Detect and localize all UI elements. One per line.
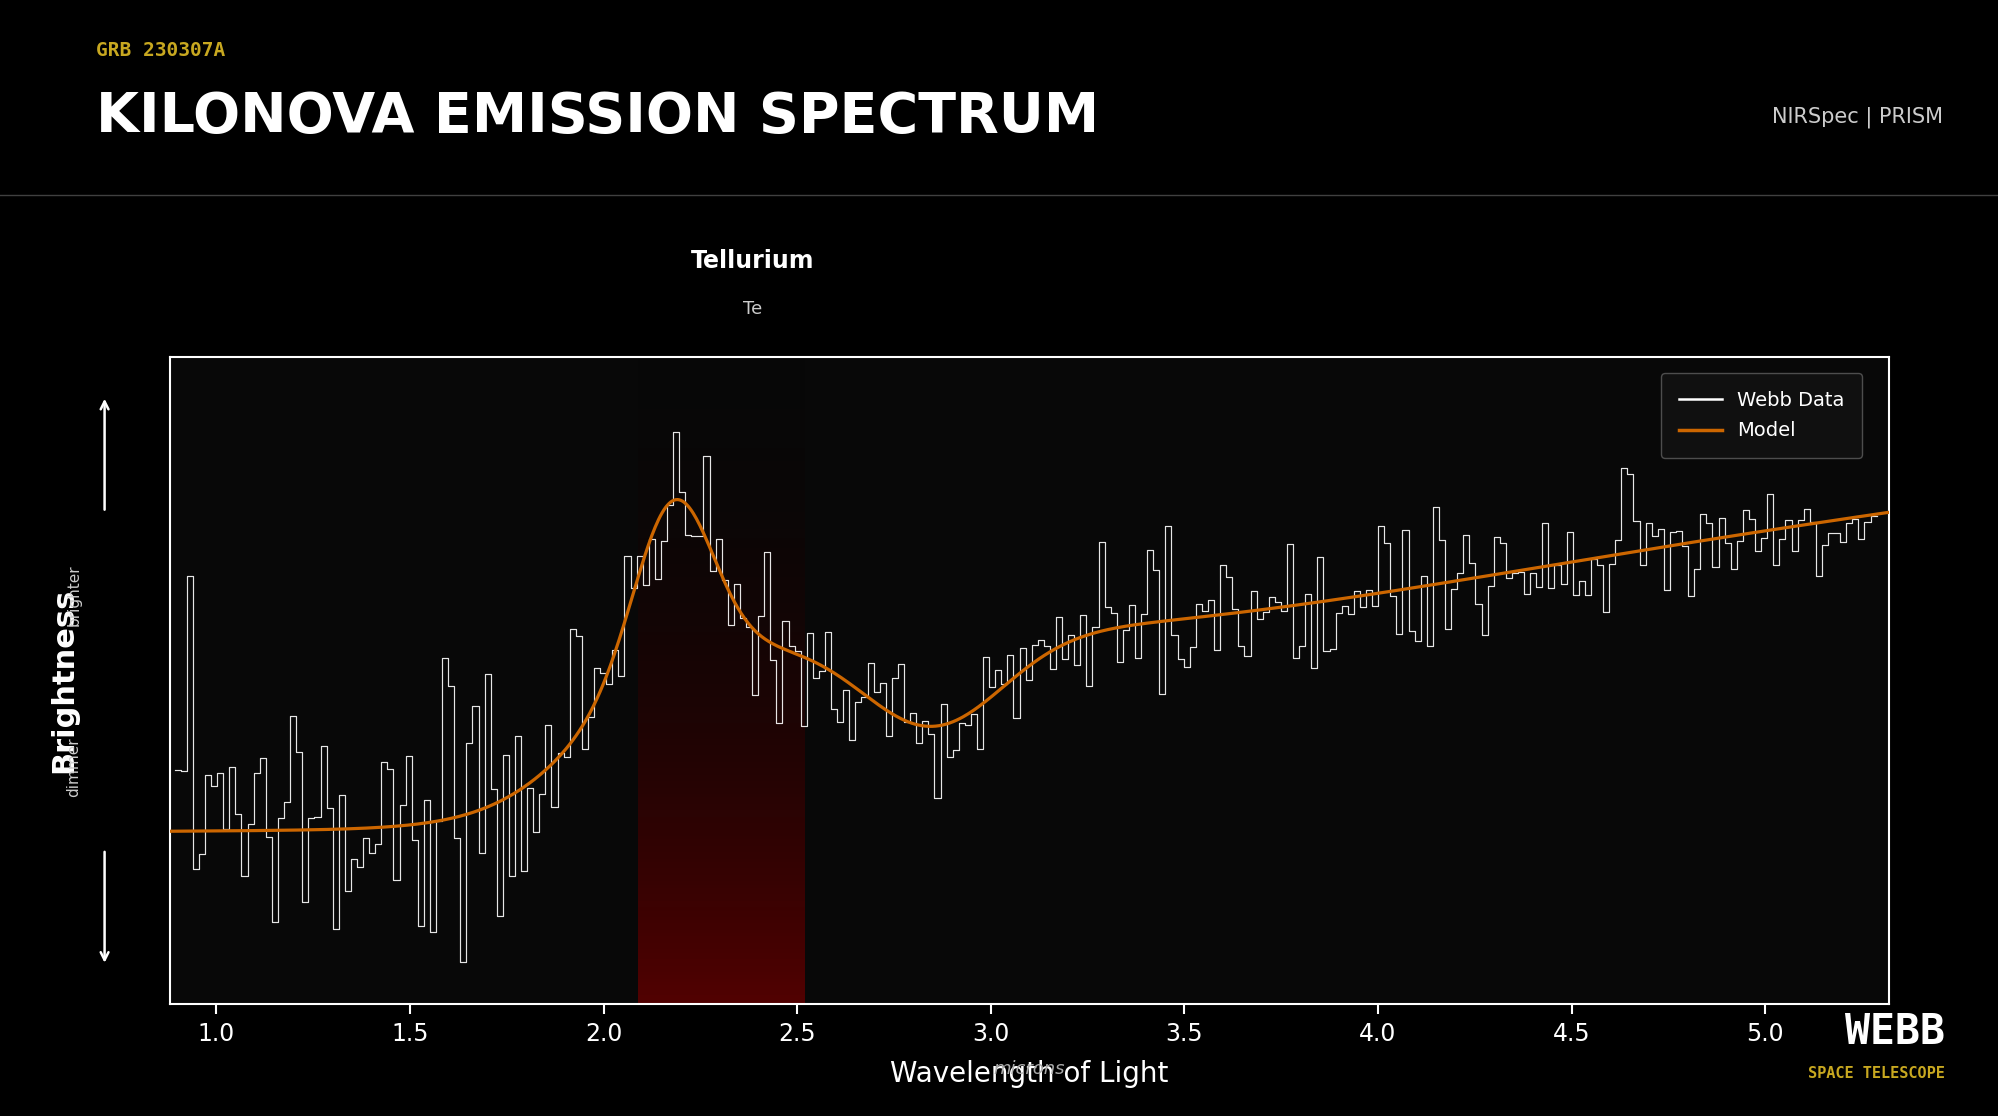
Text: NIRSpec | PRISM: NIRSpec | PRISM [1770,106,1942,128]
Text: microns: microns [993,1060,1065,1078]
Text: GRB 230307A: GRB 230307A [96,40,226,60]
Text: dimmer: dimmer [66,738,82,797]
Legend: Webb Data, Model: Webb Data, Model [1660,374,1862,458]
Text: Te: Te [743,300,761,318]
X-axis label: Wavelength of Light: Wavelength of Light [889,1060,1169,1088]
Text: Tellurium: Tellurium [691,249,813,273]
Text: SPACE TELESCOPE: SPACE TELESCOPE [1808,1066,1944,1081]
Text: WEBB: WEBB [1844,1011,1944,1054]
Text: KILONOVA EMISSION SPECTRUM: KILONOVA EMISSION SPECTRUM [96,90,1099,144]
Text: Brightness: Brightness [48,588,78,773]
Text: brighter: brighter [66,565,82,626]
